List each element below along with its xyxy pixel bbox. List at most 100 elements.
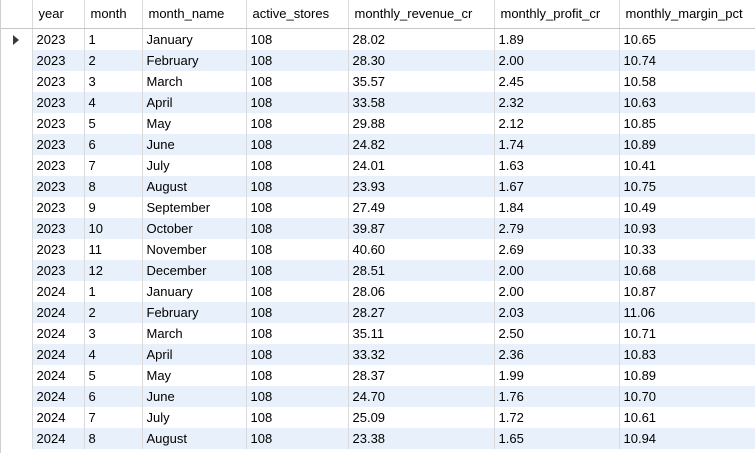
table-row[interactable]: 2024 4 April 108 33.32 2.36 10.83 — [1, 343, 755, 365]
table-row[interactable]: 2023 2 February 108 28.30 2.00 10.74 — [1, 49, 755, 71]
cell-monthly-profit-cr[interactable]: 2.00 — [494, 280, 620, 302]
cell-monthly-profit-cr[interactable]: 1.89 — [494, 28, 620, 50]
cell-month-name[interactable]: June — [142, 133, 247, 155]
cell-month-name[interactable]: May — [142, 112, 247, 134]
cell-monthly-profit-cr[interactable]: 1.99 — [494, 364, 620, 386]
column-header-monthly-margin-pct[interactable]: monthly_margin_pct — [619, 0, 755, 29]
cell-monthly-margin-pct[interactable]: 10.93 — [619, 217, 755, 239]
cell-active-stores[interactable]: 108 — [246, 133, 349, 155]
cell-month-name[interactable]: August — [142, 175, 247, 197]
cell-month[interactable]: 6 — [84, 385, 143, 407]
cell-monthly-profit-cr[interactable]: 2.45 — [494, 70, 620, 92]
cell-month[interactable]: 8 — [84, 427, 143, 449]
cell-monthly-margin-pct[interactable]: 10.33 — [619, 238, 755, 260]
row-selector[interactable] — [1, 154, 33, 176]
cell-month[interactable]: 2 — [84, 49, 143, 71]
cell-active-stores[interactable]: 108 — [246, 343, 349, 365]
cell-month[interactable]: 5 — [84, 112, 143, 134]
cell-monthly-profit-cr[interactable]: 2.32 — [494, 91, 620, 113]
cell-year[interactable]: 2024 — [32, 322, 85, 344]
row-selector[interactable] — [1, 385, 33, 407]
cell-monthly-revenue-cr[interactable]: 35.11 — [348, 322, 495, 344]
cell-month[interactable]: 6 — [84, 133, 143, 155]
table-row[interactable]: 2024 5 May 108 28.37 1.99 10.89 — [1, 364, 755, 386]
cell-active-stores[interactable]: 108 — [246, 364, 349, 386]
table-row[interactable]: 2024 2 February 108 28.27 2.03 11.06 — [1, 301, 755, 323]
cell-year[interactable]: 2023 — [32, 112, 85, 134]
cell-monthly-margin-pct[interactable]: 10.74 — [619, 49, 755, 71]
cell-active-stores[interactable]: 108 — [246, 112, 349, 134]
row-selector[interactable] — [1, 238, 33, 260]
cell-monthly-revenue-cr[interactable]: 28.30 — [348, 49, 495, 71]
cell-year[interactable]: 2023 — [32, 154, 85, 176]
cell-month[interactable]: 4 — [84, 343, 143, 365]
cell-year[interactable]: 2024 — [32, 301, 85, 323]
row-selector[interactable] — [1, 259, 33, 281]
cell-year[interactable]: 2023 — [32, 238, 85, 260]
cell-monthly-revenue-cr[interactable]: 24.70 — [348, 385, 495, 407]
cell-monthly-margin-pct[interactable]: 10.70 — [619, 385, 755, 407]
column-header-month-name[interactable]: month_name — [142, 0, 247, 29]
cell-monthly-revenue-cr[interactable]: 25.09 — [348, 406, 495, 428]
cell-active-stores[interactable]: 108 — [246, 154, 349, 176]
cell-monthly-profit-cr[interactable]: 2.12 — [494, 112, 620, 134]
cell-monthly-profit-cr[interactable]: 2.69 — [494, 238, 620, 260]
row-selector[interactable] — [1, 280, 33, 302]
cell-month-name[interactable]: May — [142, 364, 247, 386]
cell-month-name[interactable]: September — [142, 196, 247, 218]
cell-monthly-profit-cr[interactable]: 1.84 — [494, 196, 620, 218]
cell-year[interactable]: 2023 — [32, 70, 85, 92]
cell-monthly-revenue-cr[interactable]: 28.51 — [348, 259, 495, 281]
cell-year[interactable]: 2024 — [32, 364, 85, 386]
table-row[interactable]: 2024 7 July 108 25.09 1.72 10.61 — [1, 406, 755, 428]
column-header-month[interactable]: month — [84, 0, 143, 29]
cell-month-name[interactable]: March — [142, 322, 247, 344]
row-selector[interactable] — [1, 49, 33, 71]
table-row[interactable]: 2023 5 May 108 29.88 2.12 10.85 — [1, 112, 755, 134]
table-row[interactable]: 2023 8 August 108 23.93 1.67 10.75 — [1, 175, 755, 197]
column-header-year[interactable]: year — [32, 0, 85, 29]
cell-monthly-profit-cr[interactable]: 2.79 — [494, 217, 620, 239]
cell-year[interactable]: 2023 — [32, 196, 85, 218]
cell-month-name[interactable]: August — [142, 427, 247, 449]
cell-year[interactable]: 2024 — [32, 385, 85, 407]
cell-active-stores[interactable]: 108 — [246, 238, 349, 260]
cell-monthly-revenue-cr[interactable]: 28.02 — [348, 28, 495, 50]
cell-month-name[interactable]: October — [142, 217, 247, 239]
cell-monthly-profit-cr[interactable]: 1.65 — [494, 427, 620, 449]
row-selector[interactable] — [1, 427, 33, 449]
cell-active-stores[interactable]: 108 — [246, 427, 349, 449]
cell-month-name[interactable]: January — [142, 28, 247, 50]
cell-month[interactable]: 8 — [84, 175, 143, 197]
cell-year[interactable]: 2023 — [32, 91, 85, 113]
row-selector[interactable] — [1, 70, 33, 92]
cell-month-name[interactable]: January — [142, 280, 247, 302]
cell-active-stores[interactable]: 108 — [246, 385, 349, 407]
cell-monthly-profit-cr[interactable]: 1.63 — [494, 154, 620, 176]
cell-month-name[interactable]: April — [142, 91, 247, 113]
cell-active-stores[interactable]: 108 — [246, 49, 349, 71]
table-row[interactable]: 2023 11 November 108 40.60 2.69 10.33 — [1, 238, 755, 260]
cell-monthly-revenue-cr[interactable]: 33.32 — [348, 343, 495, 365]
cell-monthly-margin-pct[interactable]: 10.58 — [619, 70, 755, 92]
cell-monthly-revenue-cr[interactable]: 28.37 — [348, 364, 495, 386]
cell-monthly-margin-pct[interactable]: 10.89 — [619, 364, 755, 386]
cell-month-name[interactable]: April — [142, 343, 247, 365]
row-selector[interactable] — [1, 406, 33, 428]
cell-monthly-margin-pct[interactable]: 10.65 — [619, 28, 755, 50]
cell-monthly-revenue-cr[interactable]: 27.49 — [348, 196, 495, 218]
column-header-active-stores[interactable]: active_stores — [246, 0, 349, 29]
cell-monthly-profit-cr[interactable]: 1.67 — [494, 175, 620, 197]
cell-active-stores[interactable]: 108 — [246, 322, 349, 344]
cell-month[interactable]: 7 — [84, 406, 143, 428]
cell-month[interactable]: 11 — [84, 238, 143, 260]
cell-active-stores[interactable]: 108 — [246, 175, 349, 197]
cell-month[interactable]: 12 — [84, 259, 143, 281]
cell-month[interactable]: 2 — [84, 301, 143, 323]
cell-month-name[interactable]: June — [142, 385, 247, 407]
cell-monthly-margin-pct[interactable]: 11.06 — [619, 301, 755, 323]
cell-active-stores[interactable]: 108 — [246, 406, 349, 428]
cell-year[interactable]: 2023 — [32, 217, 85, 239]
cell-year[interactable]: 2024 — [32, 280, 85, 302]
